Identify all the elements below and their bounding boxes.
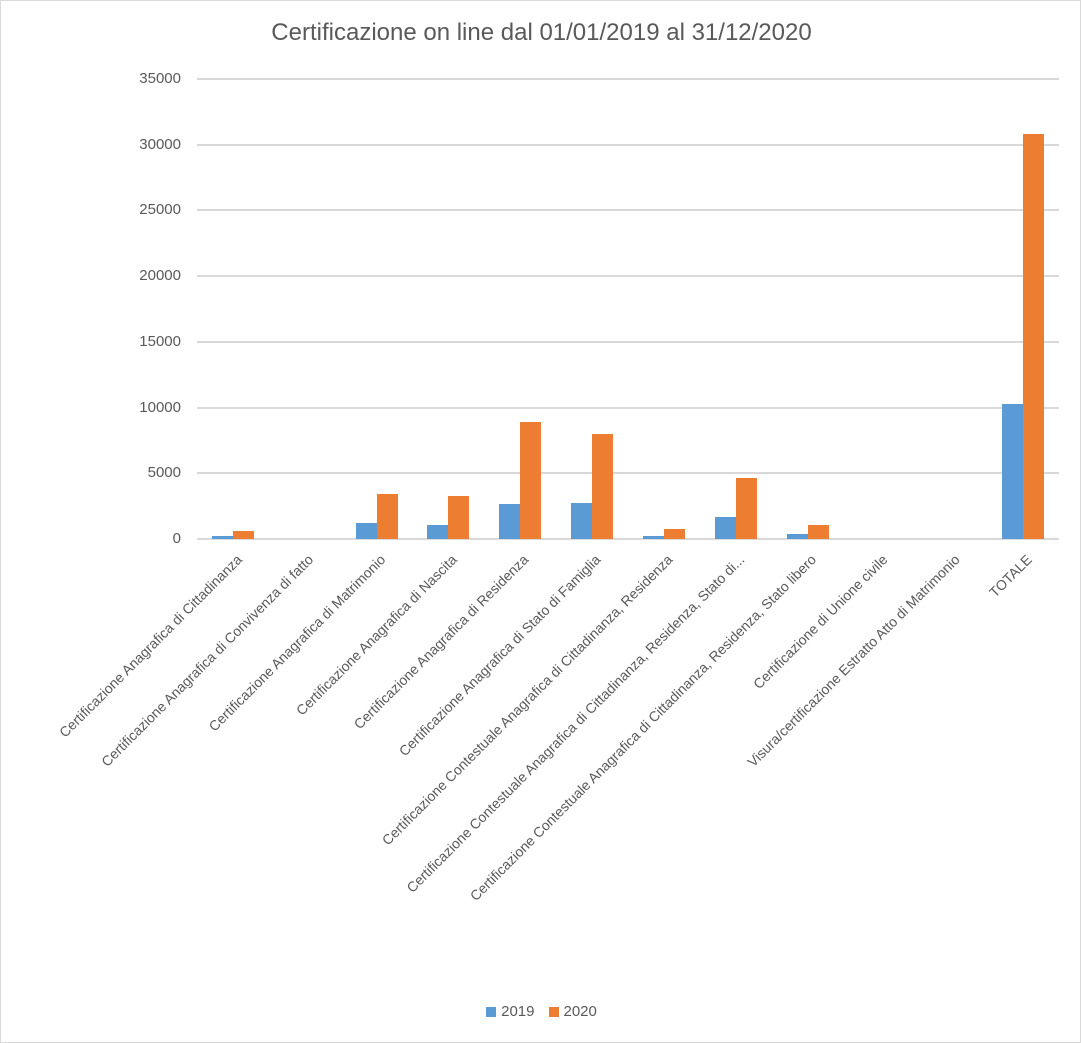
x-tick-label: Certificazione Contestuale Anagrafica di… [466,551,819,904]
y-tick-label: 35000 [139,70,181,87]
gridline [197,538,1059,540]
gridline [197,472,1059,475]
x-tick-label: Certificazione di Unione civile [750,551,891,692]
y-tick-label: 15000 [139,332,181,350]
gridline [197,275,1059,278]
x-tick-label: TOTALE [985,551,1035,601]
gridline [197,406,1059,409]
y-tick-label: 30000 [139,135,181,153]
y-tick-label: 10000 [139,398,181,416]
bar-2019 [355,523,377,539]
bar-2020 [232,531,254,539]
bar-2019 [499,504,521,539]
bar-2020 [663,529,685,539]
gridline [197,209,1059,212]
bar-2020 [520,422,542,539]
bar-2020 [376,494,398,539]
gridline [197,78,1059,80]
gridline [197,340,1059,343]
bar-2019 [211,535,233,539]
legend-label-2019: 2019 [501,1003,535,1020]
bar-2020 [592,433,614,539]
bar-2019 [642,536,664,539]
bar-2020 [448,496,470,539]
bar-2019 [571,502,593,539]
legend-swatch-2020 [548,1006,559,1017]
x-tick-label: Certificazione Contestuale Anagrafica di… [402,551,748,896]
gridline [197,143,1059,146]
chart-title: Certificazione on line dal 01/01/2019 al… [271,19,812,46]
bar-2020 [735,477,757,539]
bar-2019 [427,525,449,539]
y-tick-label: 20000 [139,267,181,285]
bar-2020 [807,525,829,539]
legend-swatch-2019 [486,1006,497,1017]
bar-2019 [714,517,736,539]
legend-item-2019: 2019 [486,1003,535,1020]
legend-label-2020: 2020 [563,1003,597,1020]
bar-2020 [1023,134,1045,539]
bar-2019 [1002,404,1024,539]
legend-item-2020: 2020 [548,1003,597,1020]
legend: 2019 2020 [1,1003,1081,1020]
y-tick-label: 0 [172,530,181,547]
y-tick-label: 25000 [139,201,181,219]
y-tick-label: 5000 [147,464,181,482]
bar-2019 [786,534,808,539]
